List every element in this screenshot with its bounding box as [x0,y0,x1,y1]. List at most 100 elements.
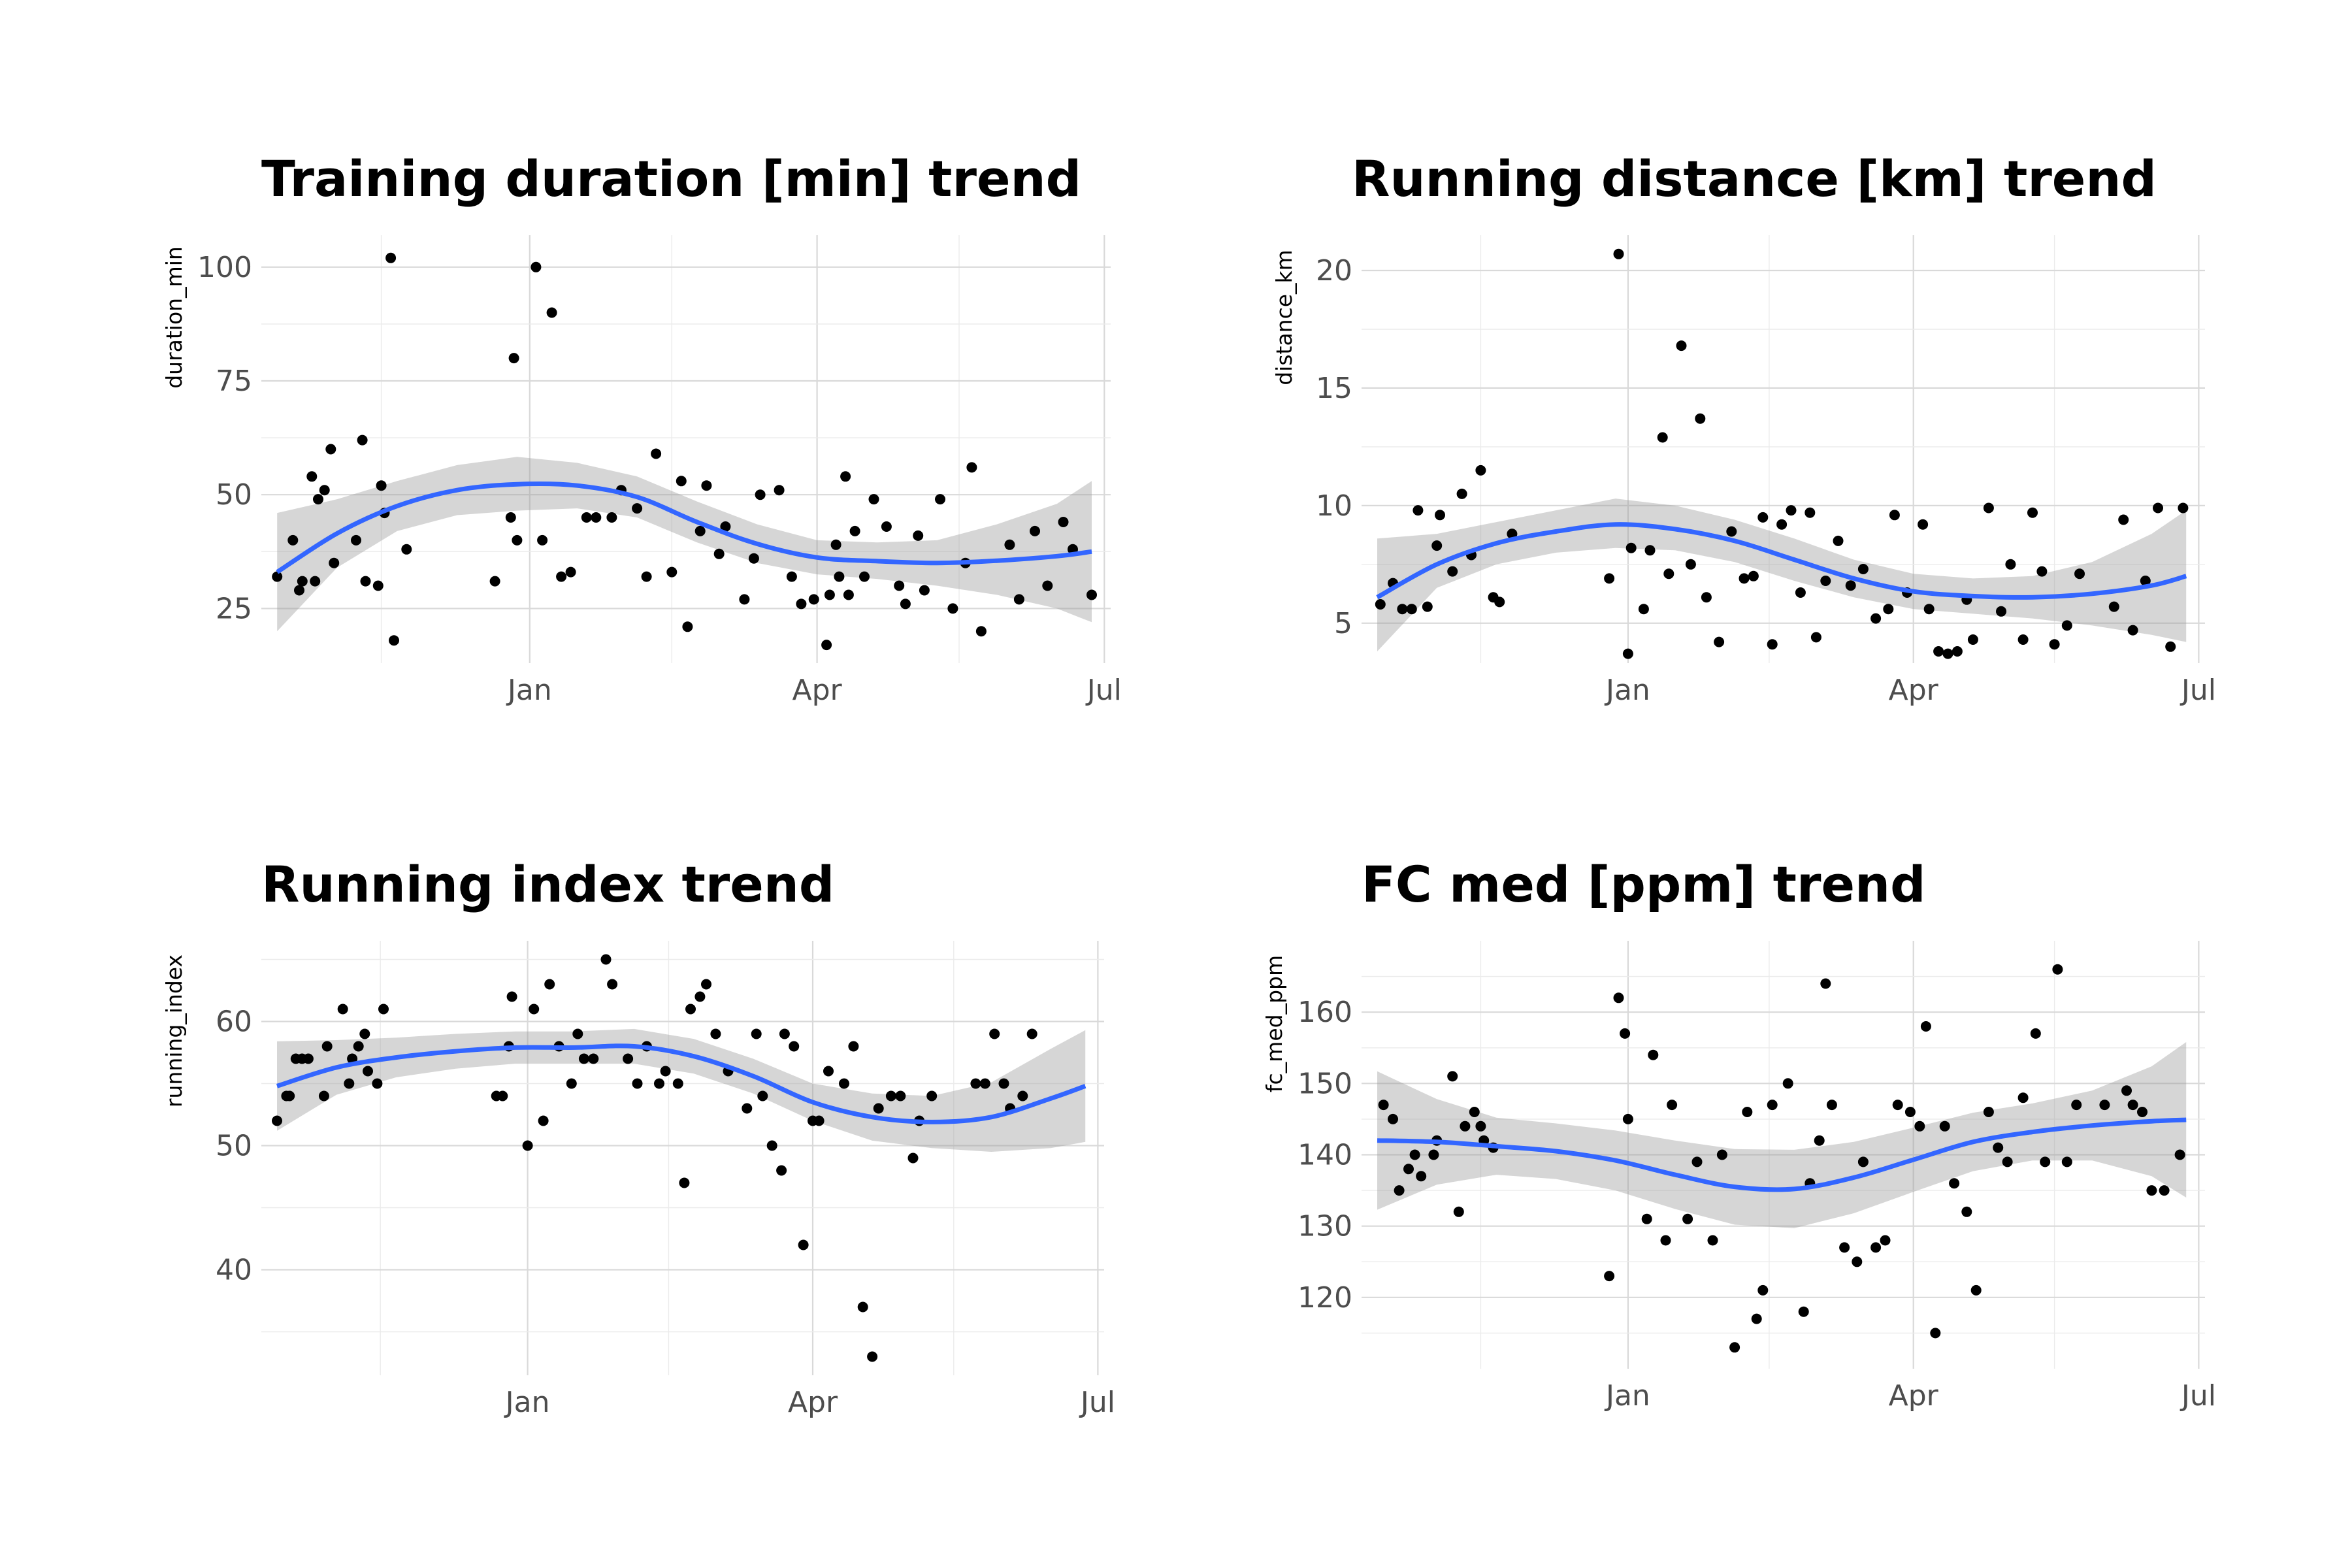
fc-med-point [1613,992,1624,1004]
fc-med-point [2127,1100,2138,1111]
duration-point [556,571,567,582]
fc-med-y-tick-label: 160 [1298,996,1352,1029]
running-index-point [522,1140,533,1151]
fc-med-trend-line [1377,1117,2187,1192]
fc-med-point [1757,1284,1769,1296]
running-index-x-tick-label: Apr [788,1386,838,1419]
duration-y-tick-labels: 25 50 75 100 [197,251,252,626]
duration-point [508,353,519,364]
distance-point [1494,596,1505,608]
duration-point [840,471,851,482]
duration-point [606,512,617,523]
running-index-point [578,1053,589,1064]
fc-med-point [1798,1306,1809,1317]
fc-med-x-tick-label: Apr [1889,1379,1939,1413]
duration-point [676,476,687,487]
running-index-x-tick-labels: Jan Apr Jul [504,1386,1115,1419]
duration-confidence-band [277,457,1092,632]
duration-point [1058,517,1069,527]
distance-point [2061,620,2072,631]
distance-point [1701,592,1712,603]
fc-med-point [1852,1256,1863,1267]
running-index-point [378,1004,389,1015]
running-index-point [742,1103,753,1114]
running-index-point [679,1177,690,1188]
duration-points [272,252,1097,651]
fc-med-y-tick-label: 120 [1298,1281,1352,1315]
fc-med-point [2052,964,2063,975]
distance-panel-title: Running distance [km] trend [1352,150,2157,208]
fc-med-point [1970,1284,1982,1296]
duration-point [632,503,643,514]
fc-med-y-tick-label: 130 [1298,1210,1352,1243]
distance-point [1889,510,1900,521]
fc-med-point [1782,1078,1793,1089]
fc-med-point [2040,1156,2051,1168]
distance-x-tick-label: Apr [1889,674,1939,707]
running-index-point [839,1078,849,1089]
duration-point [682,621,693,632]
running-index-point [926,1090,938,1102]
distance-point [2074,568,2085,580]
distance-panel: Running distance [km] trend distance_km … [1271,150,2216,707]
running-index-point [757,1090,768,1102]
running-index-point [344,1078,355,1089]
fc-med-point [1378,1100,1389,1111]
running-index-point [848,1041,859,1052]
running-index-point [544,979,555,990]
distance-point [1996,606,2006,617]
fc-med-point [1857,1156,1869,1168]
fc-med-point [1751,1313,1762,1324]
running-index-point [672,1078,683,1089]
running-index-y-tick-labels: 40 50 60 [216,1005,252,1287]
fc-med-point [1409,1149,1420,1160]
distance-point [1435,510,1445,521]
distance-gridlines [1362,235,2205,663]
duration-point [821,640,832,651]
duration-point [329,557,340,568]
distance-point [1375,599,1386,610]
duration-y-tick-label: 25 [216,592,252,625]
distance-point [1406,604,1417,615]
distance-point [1786,505,1797,516]
distance-point [1657,432,1668,443]
running-index-point [600,954,612,965]
running-index-point [372,1078,383,1089]
distance-points [1375,248,2189,659]
distance-point [1456,488,1467,499]
running-index-point [989,1028,1000,1039]
running-index-point [979,1078,990,1089]
distance-point [1507,529,1518,540]
running-index-panel: Running index trend running_index 40 50 60… [161,855,1115,1419]
duration-point [512,534,523,546]
running-index-point [529,1004,540,1015]
fc-med-point [1949,1178,1960,1189]
duration-point [1086,589,1097,600]
running-index-point [1026,1028,1037,1039]
duration-point [287,534,299,546]
running-index-point [321,1041,333,1052]
fc-med-points [1378,964,2185,1353]
running-index-point [506,991,517,1002]
duration-x-tick-label: Jan [506,674,552,707]
distance-point [2165,641,2176,652]
running-index-point [566,1078,577,1089]
duration-point [947,603,958,614]
distance-point [1776,519,1788,530]
distance-point [2049,639,2060,650]
fc-med-point [1667,1100,1678,1111]
fc-med-point [1475,1120,1486,1132]
duration-point [1013,594,1024,605]
duration-point [808,594,819,605]
distance-point [1397,604,1408,615]
fc-med-point [1729,1342,1740,1353]
duration-point [297,576,308,587]
duration-trend-line [276,481,1092,574]
fc-med-point [1983,1107,1994,1117]
distance-point [1695,413,1706,424]
fc-med-point [2002,1156,2013,1168]
fc-med-y-tick-label: 150 [1298,1067,1352,1100]
fc-med-point [1870,1242,1882,1253]
duration-point [919,585,930,596]
duration-point [739,594,750,605]
